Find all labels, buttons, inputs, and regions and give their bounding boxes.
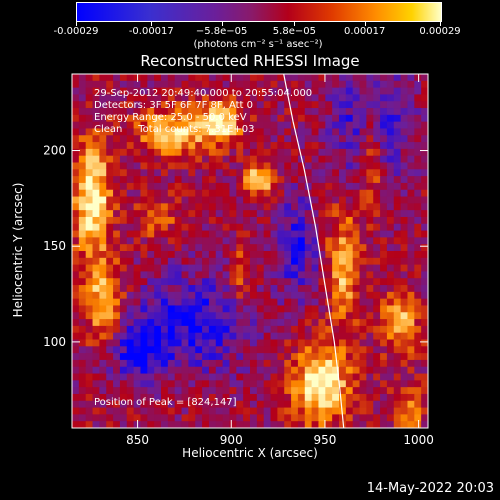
colorbar-tick [294,21,296,26]
colorbar-tick [151,21,153,26]
colorbar-tick-label: 0.00017 [344,26,386,37]
info-detectors: Detectors: 3F 5F 6F 7F 8F, Att 0 [94,100,254,111]
solar-limb-line [283,73,345,429]
colorbar-tick-label: -0.00029 [53,26,99,37]
heatmap-cells [72,74,429,429]
info-energy-range: Energy Range: 25.0 - 50.0 keV [94,112,247,123]
colorbar-tick-label: -0.00017 [128,26,174,37]
x-tick-label: 950 [313,433,336,447]
colorbar-tick [76,21,77,26]
colorbar-tick-label: 0.00029 [419,26,461,37]
y-axis-label: Heliocentric Y (arcsec) [11,182,25,318]
x-axis-label: Heliocentric X (arcsec) [182,446,318,460]
info-time-range: 29-Sep-2012 20:49:40.000 to 20:55:04.000 [94,88,313,99]
x-tick-label: 900 [220,433,243,447]
colorbar-tick-label: −5.8e−05 [195,26,248,37]
y-tick-label: 200 [43,144,66,158]
colorbar-tick [221,21,223,26]
x-tick-label: 1000 [403,433,434,447]
colorbar-tick-label: 5.8e−05 [272,26,316,37]
x-tick-label: 850 [126,433,149,447]
colorbar [76,2,442,22]
y-tick-label: 150 [43,239,66,253]
timestamp: 14-May-2022 20:03 [366,481,494,496]
colorbar-tick [364,21,366,26]
info-clean: Clean Total counts: 7.31E+03 [94,124,255,135]
y-tick-label: 100 [43,335,66,349]
colorbar-units: (photons cm⁻² s⁻¹ asec⁻²) [193,39,323,50]
chart-title: Reconstructed RHESSI Image [140,52,360,70]
info-peak: Position of Peak = [824,147] [94,397,237,408]
plot-frame [71,73,429,429]
colorbar-tick [440,21,441,26]
